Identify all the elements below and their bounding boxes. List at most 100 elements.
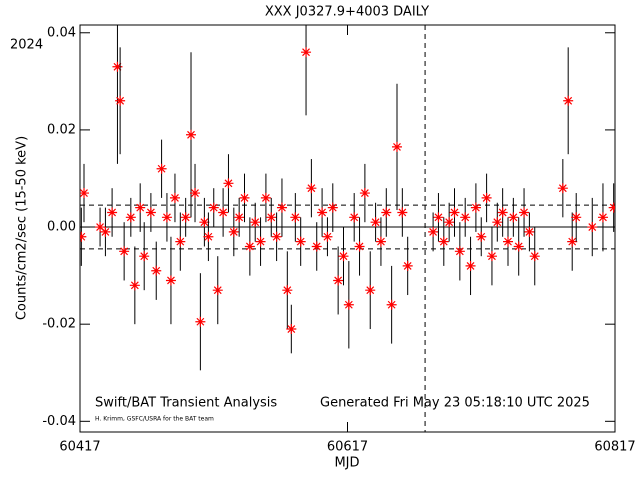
data-point	[381, 207, 392, 218]
data-point	[370, 217, 381, 228]
data-point	[156, 163, 167, 174]
data-point	[290, 212, 301, 223]
data-point	[449, 207, 460, 218]
data-point	[276, 202, 287, 213]
data-point	[212, 285, 223, 296]
data-point	[433, 212, 444, 223]
data-point	[608, 202, 615, 213]
data-point	[175, 236, 186, 247]
data-point	[180, 212, 191, 223]
data-point	[260, 192, 271, 203]
data-point	[508, 212, 519, 223]
data-point	[497, 207, 508, 218]
data-point	[115, 95, 126, 106]
data-point	[250, 217, 261, 228]
data-point	[301, 47, 312, 58]
data-point	[306, 183, 317, 194]
year-label: 2024	[10, 38, 43, 53]
x-tick-label: 60817	[594, 440, 635, 455]
data-point	[338, 251, 349, 262]
data-point	[513, 241, 524, 252]
data-point	[223, 178, 234, 189]
y-tick-label: 0.04	[47, 25, 76, 40]
data-point	[317, 207, 328, 218]
x-tick-label: 60417	[59, 440, 100, 455]
data-point	[470, 202, 481, 213]
data-point	[397, 207, 408, 218]
data-point	[519, 207, 530, 218]
data-point	[129, 280, 140, 291]
data-point	[151, 265, 162, 276]
data-point	[375, 236, 386, 247]
data-point	[597, 212, 608, 223]
data-point	[327, 202, 338, 213]
y-axis-label: Counts/cm2/sec (15-50 keV)	[15, 136, 30, 320]
data-point	[460, 212, 471, 223]
annotation: H. Krimm, GSFC/USRA for the BAT team	[95, 416, 214, 423]
data-point	[199, 217, 210, 228]
data-point	[266, 212, 277, 223]
y-tick-label: 0.00	[47, 220, 76, 235]
data-point	[295, 236, 306, 247]
data-point	[503, 236, 513, 247]
data-point	[311, 241, 322, 252]
data-point	[282, 285, 293, 296]
data-point	[486, 251, 497, 262]
data-point	[322, 231, 333, 242]
data-point	[203, 231, 214, 242]
data-point	[587, 222, 598, 233]
data-point	[135, 202, 146, 213]
data-point	[529, 251, 540, 262]
data-point	[286, 324, 297, 335]
annotation: Generated Fri May 23 05:18:10 UTC 2025	[320, 396, 590, 411]
annotation: Swift/BAT Transient Analysis	[95, 396, 277, 411]
data-point	[402, 260, 413, 271]
data-point	[444, 217, 455, 228]
data-point	[391, 141, 402, 152]
data-point	[476, 231, 487, 242]
data-point	[145, 207, 156, 218]
data-point	[359, 188, 370, 199]
data-point	[218, 207, 229, 218]
data-point	[465, 260, 476, 271]
y-tick-label: -0.02	[42, 317, 76, 332]
y-tick-label: 0.02	[47, 122, 76, 137]
chart-title: XXX J0327.9+4003 DAILY	[265, 5, 429, 20]
data-point	[333, 275, 344, 286]
data-point	[228, 226, 239, 237]
data-point	[563, 95, 574, 106]
data-point	[438, 236, 449, 247]
data-point	[271, 231, 282, 242]
data-point	[107, 207, 118, 218]
data-point	[119, 246, 130, 257]
data-point	[234, 212, 245, 223]
data-point	[190, 188, 201, 199]
plot-area	[80, 25, 615, 432]
data-point	[80, 231, 87, 242]
data-point	[454, 246, 465, 257]
data-point	[524, 226, 535, 237]
data-point	[112, 61, 123, 72]
x-axis-label: MJD	[334, 456, 359, 471]
data-point	[125, 212, 136, 223]
data-point	[244, 241, 255, 252]
data-point	[557, 183, 568, 194]
data-point	[349, 212, 360, 223]
data-point	[80, 188, 90, 199]
data-point	[95, 222, 106, 233]
data-point	[195, 316, 206, 327]
data-point	[567, 236, 578, 247]
data-point	[186, 129, 197, 140]
data-point	[255, 236, 266, 247]
data-point	[365, 285, 376, 296]
data-point	[428, 226, 439, 237]
data-point	[386, 299, 397, 310]
data-point	[343, 299, 354, 310]
data-point	[492, 217, 503, 228]
x-tick-label: 60617	[327, 440, 368, 455]
data-point	[354, 241, 365, 252]
data-point	[208, 202, 219, 213]
data-point	[165, 275, 176, 286]
data-point	[571, 212, 582, 223]
